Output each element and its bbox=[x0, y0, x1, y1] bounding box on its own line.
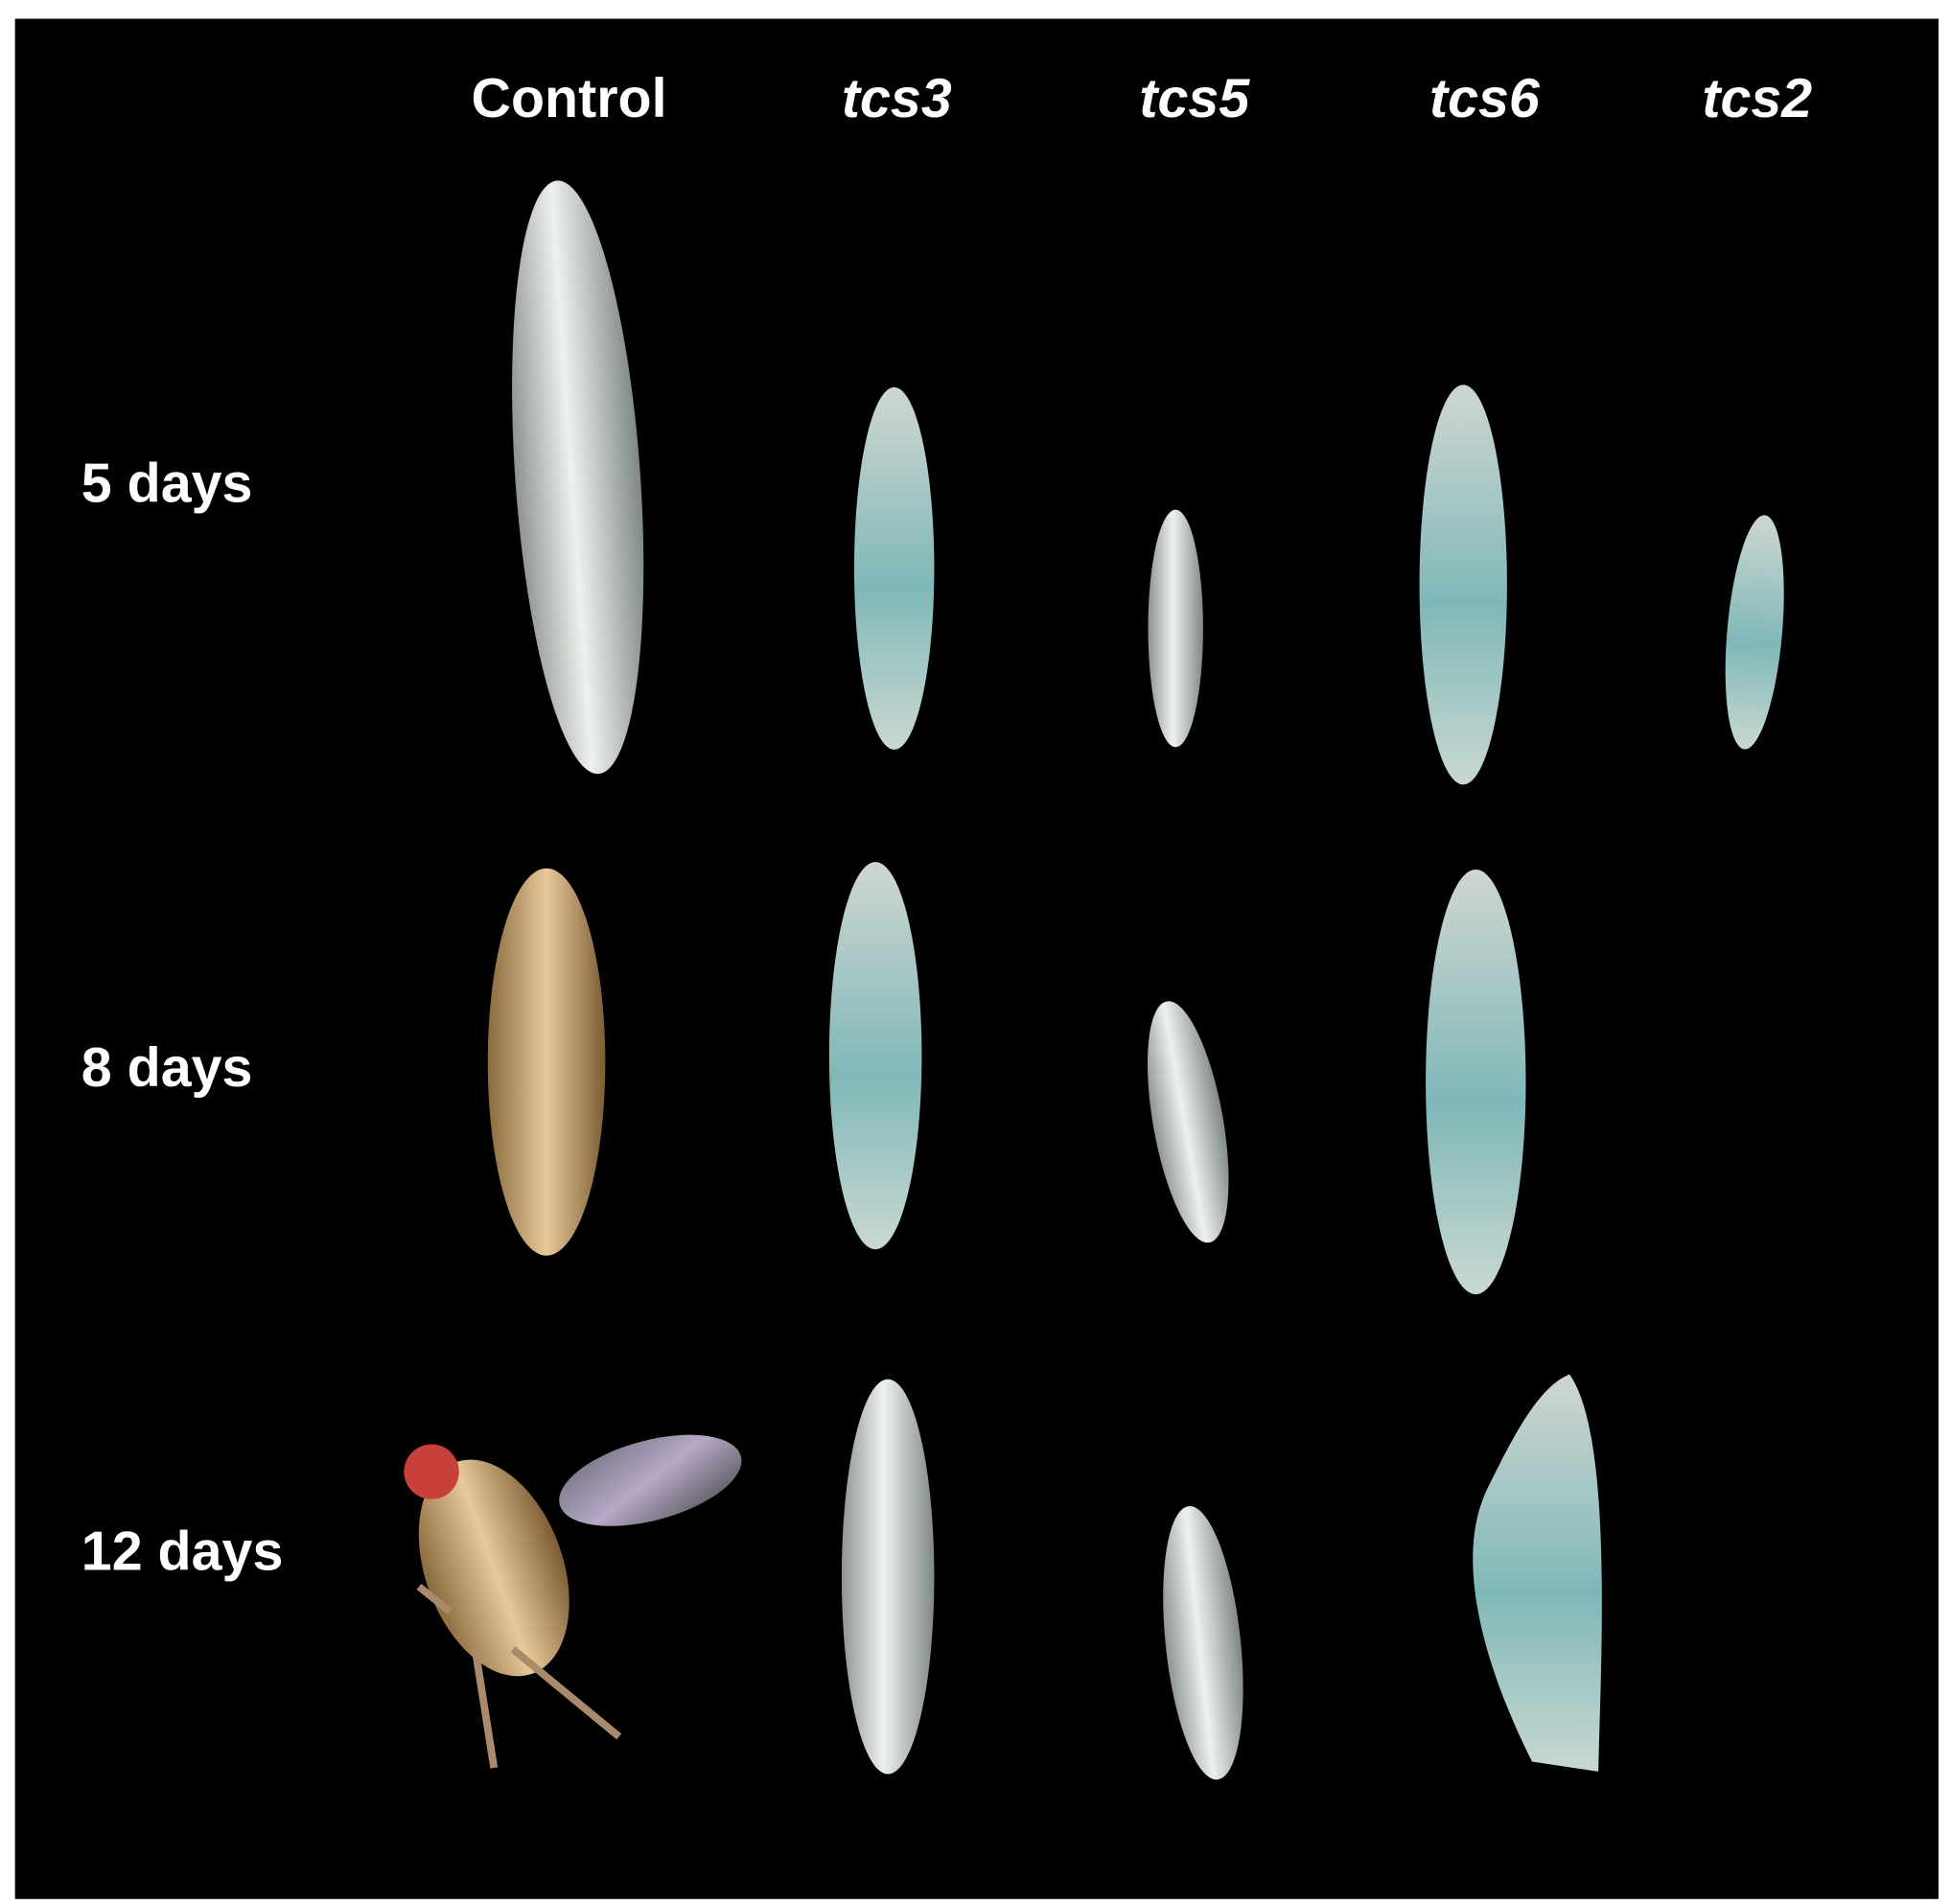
background bbox=[14, 18, 1939, 1899]
larva bbox=[828, 862, 922, 1250]
fly-eye bbox=[404, 1444, 459, 1499]
column-label: tcs2 bbox=[1702, 68, 1812, 129]
larva bbox=[1725, 515, 1784, 750]
column-label: tcs5 bbox=[1139, 68, 1250, 129]
larva bbox=[1163, 1506, 1243, 1780]
fly-legs bbox=[416, 1583, 622, 1769]
column-label: tcs3 bbox=[842, 68, 952, 129]
row-label: 12 days bbox=[81, 1521, 284, 1583]
pupa bbox=[487, 868, 606, 1256]
larva bbox=[1426, 869, 1526, 1295]
larva bbox=[853, 386, 935, 750]
larva bbox=[1147, 1001, 1229, 1243]
larva bbox=[512, 180, 644, 775]
row-label: 8 days bbox=[81, 1037, 253, 1099]
column-label: Control bbox=[472, 68, 667, 129]
fly-wing bbox=[559, 1434, 742, 1526]
fly-body bbox=[418, 1459, 569, 1677]
larva bbox=[1148, 509, 1203, 748]
larva bbox=[841, 1379, 935, 1775]
column-label: tcs6 bbox=[1429, 68, 1541, 129]
larva bbox=[1473, 1374, 1602, 1772]
larva bbox=[1419, 384, 1507, 785]
row-label: 5 days bbox=[81, 453, 253, 514]
